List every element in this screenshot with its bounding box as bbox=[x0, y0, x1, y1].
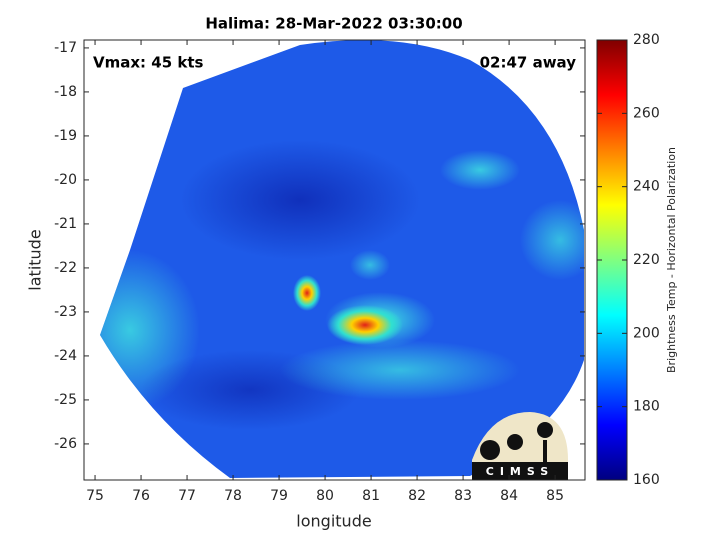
logo: CIMSS bbox=[472, 412, 568, 480]
annotation: Vmax: 45 kts bbox=[93, 54, 203, 72]
x-axis-label: longitude bbox=[296, 512, 371, 531]
colorbar-tick-label: 200 bbox=[633, 325, 660, 341]
x-tick-label: 85 bbox=[546, 488, 564, 504]
y-tick-label: -22 bbox=[54, 260, 77, 276]
x-tick-label: 76 bbox=[132, 488, 150, 504]
colorbar-tick-label: 240 bbox=[633, 179, 660, 195]
y-tick-label: -25 bbox=[54, 392, 77, 408]
y-axis-label: latitude bbox=[26, 229, 45, 290]
x-tick-label: 78 bbox=[224, 488, 242, 504]
colorbar-tick-label: 260 bbox=[633, 105, 660, 121]
chart-title: Halima: 28-Mar-2022 03:30:00 bbox=[205, 15, 462, 33]
x-tick-label: 82 bbox=[408, 488, 426, 504]
y-tick-label: -21 bbox=[54, 216, 77, 232]
colorbar-label: Brightness Temp - Horizontal Polarizatio… bbox=[665, 147, 678, 373]
y-tick-label: -17 bbox=[54, 40, 77, 56]
x-tick-label: 77 bbox=[178, 488, 196, 504]
x-tick-label: 81 bbox=[362, 488, 380, 504]
y-tick-label: -20 bbox=[54, 172, 77, 188]
colorbar-tick-label: 160 bbox=[633, 472, 660, 488]
colorbar-tick-label: 180 bbox=[633, 399, 660, 415]
x-tick-label: 80 bbox=[316, 488, 334, 504]
x-tick-label: 84 bbox=[500, 488, 518, 504]
logo-text: CIMSS bbox=[486, 465, 554, 478]
x-tick-label: 83 bbox=[454, 488, 472, 504]
axes-frame bbox=[83, 39, 586, 481]
x-tick-label: 79 bbox=[270, 488, 288, 504]
y-tick-label: -19 bbox=[54, 128, 77, 144]
colorbar-tick-label: 220 bbox=[633, 252, 660, 268]
colorbar-tick-label: 280 bbox=[633, 32, 660, 48]
x-tick-label: 75 bbox=[86, 488, 104, 504]
y-tick-label: -24 bbox=[54, 348, 77, 364]
y-tick-label: -18 bbox=[54, 84, 77, 100]
y-tick-label: -23 bbox=[54, 304, 77, 320]
annotation: 02:47 away bbox=[480, 54, 577, 72]
y-tick-label: -26 bbox=[54, 436, 77, 452]
swath-image bbox=[100, 40, 584, 478]
